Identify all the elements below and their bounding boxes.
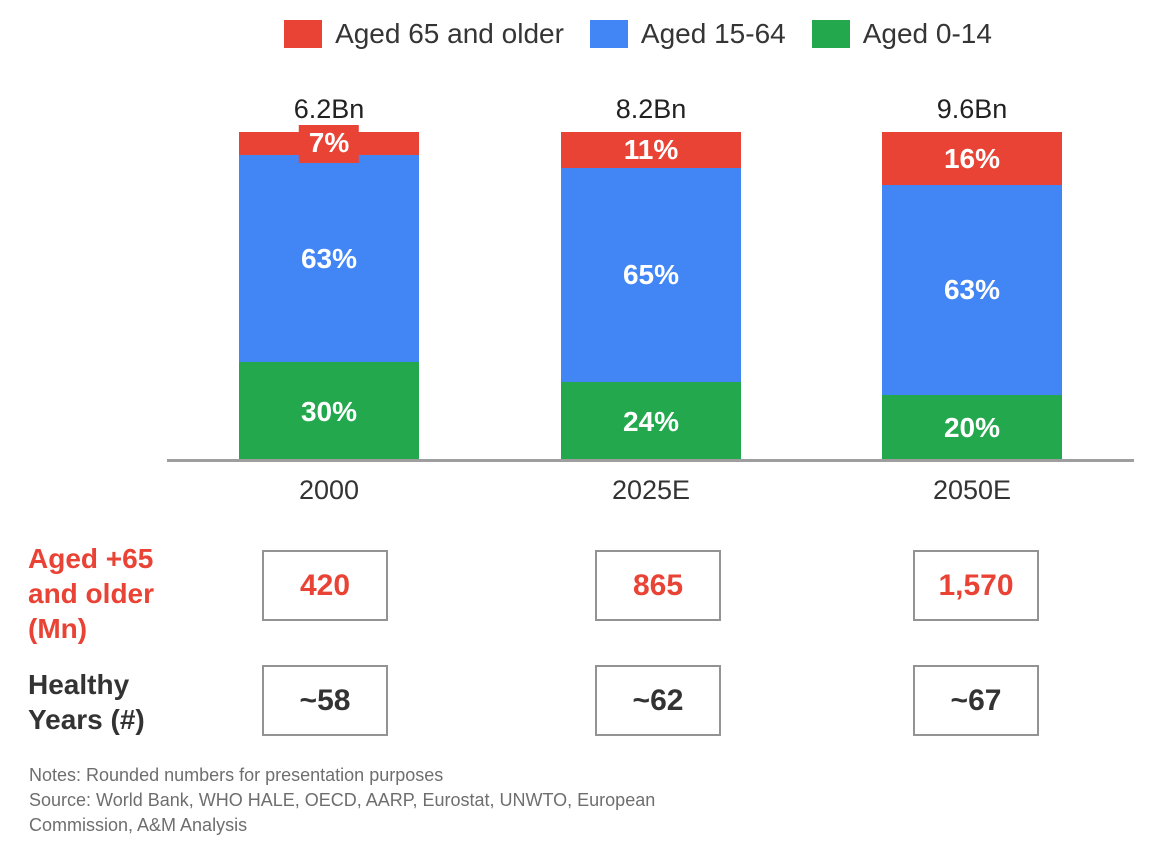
legend-label: Aged 15-64 [640,18,786,49]
legend-item-aged-0-14: Aged 0-14 [811,18,992,50]
value-box-aged65-2000: 420 [262,550,388,621]
segment-value-label: 30% [300,395,358,427]
notes-line: Notes: Rounded numbers for presentation … [29,765,444,785]
segment-value-label: 24% [622,405,680,437]
legend-swatch-aged-65-and-older [284,20,323,48]
legend-label: Aged 0-14 [862,18,992,49]
segment-aged-65-and-older-2000: 7% [239,124,419,163]
segment-value-label: 20% [943,411,1001,443]
segment-value-label: 65% [622,259,680,291]
value-box-aged65-2025e: 865 [595,550,721,621]
segment-value-label: 11% [623,134,679,166]
source-line: Source: World Bank, WHO HALE, OECD, AARP… [29,790,656,835]
stacked-bar-2050e: 16% 63% 20% [882,132,1062,461]
stacked-bar-2025e: 11% 65% 24% [561,132,741,461]
value-box-aged65-2050e: 1,570 [913,550,1039,621]
segment-aged-65-and-older-2050e: 16% [882,132,1062,186]
segment-aged-15-64-2050e: 63% [882,185,1062,395]
value-box-healthy-years-2025e: ~62 [595,665,721,736]
axis-label-2025e: 2025E [611,475,691,505]
segment-value-label: 63% [300,242,358,274]
segment-value-label: 16% [943,142,1001,174]
chart-legend: Aged 65 and older Aged 15-64 Aged 0-14 [0,18,1152,50]
segment-aged-15-64-2000: 63% [239,155,419,363]
table-row-label-aged-65-mn: Aged +65 and older (Mn) [28,543,155,644]
value-box-healthy-years-2000: ~58 [262,665,388,736]
legend-item-aged-65-and-older: Aged 65 and older [284,18,564,50]
segment-aged-15-64-2025e: 65% [561,168,741,383]
bar-total-label-2025e: 8.2Bn [615,94,687,124]
bar-group-2050e: 9.6Bn 16% 63% 20% 2050E [882,92,1062,506]
legend-label: Aged 65 and older [335,18,564,49]
axis-label-2050e: 2050E [932,475,1012,505]
bar-total-label-2000: 6.2Bn [293,94,365,124]
footnotes: Notes: Rounded numbers for presentation … [29,763,741,838]
segment-aged-0-14-2025e: 24% [561,382,741,461]
stacked-bar-2000: 7% 63% 30% [239,124,419,461]
x-axis-line [167,459,1134,462]
legend-swatch-aged-0-14 [811,20,850,48]
segment-value-label: 7% [298,124,360,163]
segment-aged-0-14-2000: 30% [239,362,419,461]
legend-item-aged-15-64: Aged 15-64 [589,18,786,50]
axis-label-2000: 2000 [298,475,360,505]
segment-aged-0-14-2050e: 20% [882,394,1062,461]
bar-group-2000: 6.2Bn 7% 63% 30% 2000 [239,92,419,506]
segment-aged-65-and-older-2025e: 11% [561,132,741,169]
segment-value-label: 63% [943,273,1001,305]
bar-total-label-2050e: 9.6Bn [936,94,1008,124]
legend-swatch-aged-15-64 [589,20,628,48]
table-row-label-healthy-years: Healthy Years (#) [28,669,145,735]
value-box-healthy-years-2050e: ~67 [913,665,1039,736]
bar-group-2025e: 8.2Bn 11% 65% 24% 2025E [561,92,741,506]
